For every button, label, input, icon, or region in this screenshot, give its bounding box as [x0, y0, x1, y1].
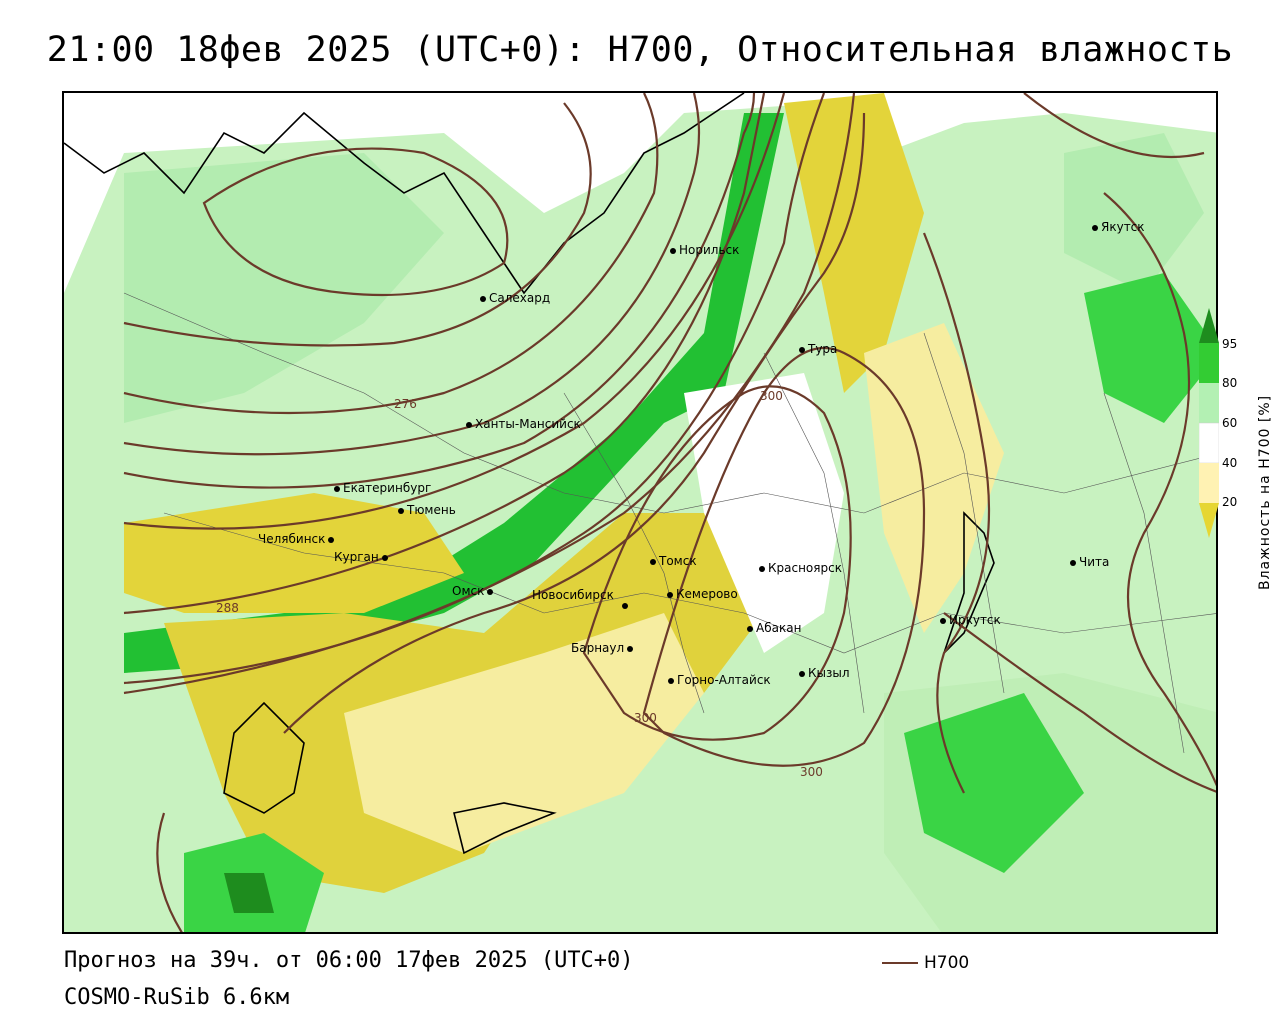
city-dot-icon: [759, 565, 765, 572]
city-label: [622, 598, 631, 612]
coastlines: [64, 93, 995, 855]
city-dot-icon: [747, 625, 753, 632]
contour-label: 300: [800, 765, 823, 779]
city-dot-icon: [487, 588, 494, 595]
city-label: Кызыл: [799, 666, 850, 680]
map-panel: Якутск Норильск Салехард Тура Ханты-Манс…: [62, 91, 1218, 934]
city-dot-icon: [328, 536, 335, 543]
city-dot-icon: [670, 247, 676, 254]
city-label: Курган: [334, 550, 391, 564]
h700-contours: [123, 93, 1216, 932]
colorbar-tick: 20: [1222, 495, 1238, 509]
city-dot-icon: [627, 645, 634, 652]
city-label: Норильск: [670, 243, 739, 257]
map-canvas: [64, 93, 1216, 932]
contour-line-icon: [882, 962, 918, 964]
colorbar-tick: 80: [1222, 376, 1238, 390]
city-dot-icon: [622, 602, 628, 609]
city-dot-icon: [667, 591, 673, 598]
city-dot-icon: [799, 346, 805, 353]
city-label: Чита: [1070, 555, 1109, 569]
city-label: Челябинск: [258, 532, 337, 546]
forecast-info: Прогноз на 39ч. от 06:00 17фев 2025 (UTC…: [64, 948, 634, 973]
city-dot-icon: [799, 670, 805, 677]
city-label: Тура: [799, 342, 837, 356]
map-title: 21:00 18фев 2025 (UTC+0): H700, Относите…: [46, 30, 1234, 70]
city-label: Барнаул: [571, 641, 636, 655]
city-label: Красноярск: [759, 561, 842, 575]
city-dot-icon: [398, 507, 404, 514]
city-dot-icon: [480, 295, 486, 302]
city-label: Салехард: [480, 291, 550, 305]
city-dot-icon: [650, 558, 656, 565]
city-dot-icon: [940, 617, 946, 624]
city-label: Новосибирск: [532, 588, 614, 602]
contour-legend: H700: [882, 953, 969, 973]
city-label: Ханты-Мансийск: [466, 417, 581, 431]
city-label: Тюмень: [398, 503, 456, 517]
city-dot-icon: [466, 421, 472, 428]
colorbar-tick: 60: [1222, 416, 1238, 430]
colorbar-tick: 95: [1222, 337, 1238, 351]
contour-label: 300: [760, 389, 783, 403]
contour-label: 288: [216, 601, 239, 615]
city-label: Горно-Алтайск: [668, 673, 771, 687]
humidity-colorbar: [1199, 308, 1219, 538]
humidity-fields: [64, 93, 1216, 932]
model-name: COSMO-RuSib 6.6км: [64, 985, 290, 1010]
region-borders: [123, 292, 1216, 754]
city-label: Абакан: [747, 621, 801, 635]
colorbar-title: Влажность на H700 [%]: [1257, 394, 1273, 590]
contour-label: 300: [634, 711, 657, 725]
city-label: Омск: [452, 584, 496, 598]
city-dot-icon: [381, 554, 388, 561]
contour-label: 276: [394, 397, 417, 411]
city-label: Якутск: [1092, 220, 1145, 234]
city-dot-icon: [1092, 224, 1098, 231]
colorbar-tick: 40: [1222, 456, 1238, 470]
city-label: Кемерово: [667, 587, 738, 601]
city-label: Екатеринбург: [334, 481, 431, 495]
city-dot-icon: [334, 485, 340, 492]
city-label: Иркутск: [940, 613, 1001, 627]
city-dot-icon: [1070, 559, 1076, 566]
city-label: Томск: [650, 554, 697, 568]
city-dot-icon: [668, 677, 674, 684]
